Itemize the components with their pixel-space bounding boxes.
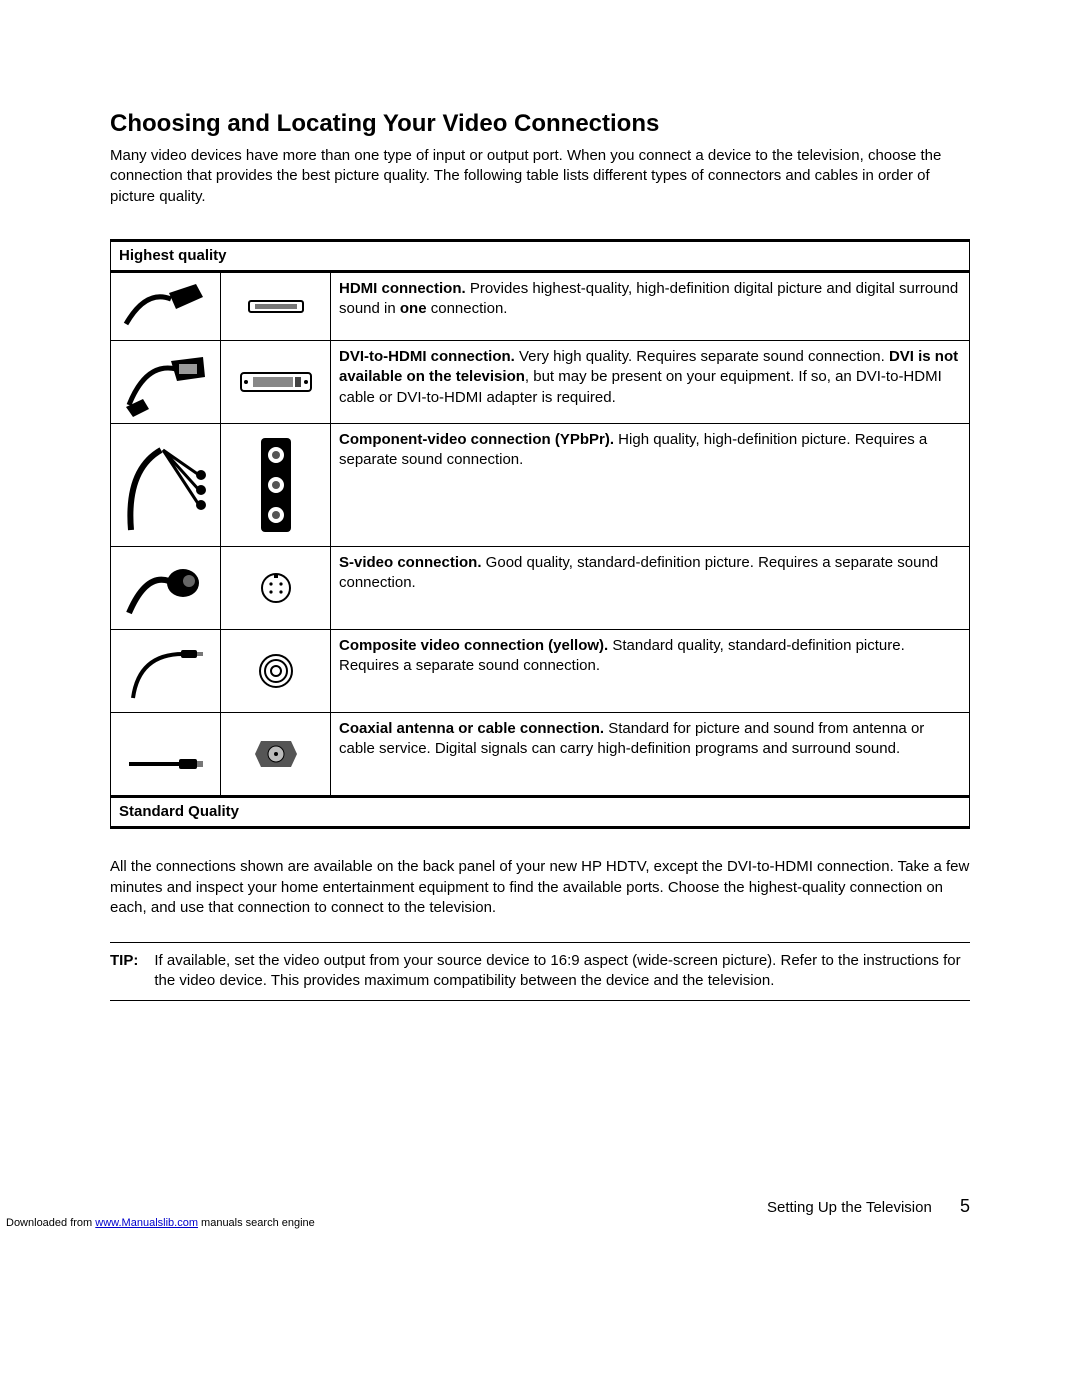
- download-prefix: Downloaded from: [6, 1217, 95, 1229]
- tip-text: If available, set the video output from …: [154, 951, 970, 992]
- table-row: DVI-to-HDMI connection. Very high qualit…: [111, 341, 970, 424]
- port-image-cell: [221, 547, 331, 630]
- composite-cable-icon: [121, 636, 211, 706]
- composite-port-icon: [231, 636, 321, 706]
- component-port-icon: [231, 430, 321, 540]
- port-image-cell: [221, 713, 331, 797]
- table-row: Composite video connection (yellow). Sta…: [111, 630, 970, 713]
- download-strip: Downloaded from www.Manualslib.com manua…: [6, 1217, 315, 1229]
- dvi-cable-icon: [121, 347, 211, 417]
- svideo-cable-icon: [121, 553, 211, 623]
- tip-box: TIP: If available, set the video output …: [110, 942, 970, 1001]
- hdmi-port-icon: [231, 279, 321, 334]
- cable-image-cell: [111, 341, 221, 424]
- download-link[interactable]: www.Manualslib.com: [95, 1217, 198, 1229]
- svideo-port-icon: [231, 553, 321, 623]
- connection-description: DVI-to-HDMI connection. Very high qualit…: [331, 341, 970, 424]
- desc-bold: Component-video connection (YPbPr).: [339, 431, 614, 448]
- document-page: Choosing and Locating Your Video Connect…: [0, 0, 1080, 1397]
- table-bottom-caption-row: Standard Quality: [111, 797, 970, 828]
- component-cable-icon: [121, 430, 211, 540]
- after-paragraph: All the connections shown are available …: [110, 857, 970, 918]
- download-suffix: manuals search engine: [198, 1217, 315, 1229]
- hdmi-cable-icon: [121, 279, 211, 334]
- cable-image-cell: [111, 713, 221, 797]
- desc-bold: Coaxial antenna or cable connection.: [339, 720, 604, 737]
- table-row: Component-video connection (YPbPr). High…: [111, 424, 970, 547]
- desc-bold2: one: [400, 300, 427, 317]
- table-row: S-video connection. Good quality, standa…: [111, 547, 970, 630]
- desc-text: Very high quality. Requires separate sou…: [515, 348, 889, 365]
- desc-text2: connection.: [427, 300, 508, 317]
- tip-label: TIP:: [110, 951, 138, 992]
- port-image-cell: [221, 424, 331, 547]
- connection-description: HDMI connection. Provides highest-qualit…: [331, 272, 970, 341]
- desc-bold: DVI-to-HDMI connection.: [339, 348, 515, 365]
- table-top-caption-row: Highest quality: [111, 240, 970, 271]
- connection-description: Coaxial antenna or cable connection. Sta…: [331, 713, 970, 797]
- coaxial-cable-icon: [121, 719, 211, 789]
- desc-bold: Composite video connection (yellow).: [339, 637, 608, 654]
- cable-image-cell: [111, 547, 221, 630]
- connections-table: Highest quality HDMI connection. Provide…: [110, 239, 970, 830]
- desc-bold: HDMI connection.: [339, 280, 466, 297]
- page-title: Choosing and Locating Your Video Connect…: [110, 110, 970, 138]
- cable-image-cell: [111, 424, 221, 547]
- port-image-cell: [221, 272, 331, 341]
- table-row: Coaxial antenna or cable connection. Sta…: [111, 713, 970, 797]
- connection-description: Component-video connection (YPbPr). High…: [331, 424, 970, 547]
- cable-image-cell: [111, 630, 221, 713]
- desc-bold: S-video connection.: [339, 554, 482, 571]
- port-image-cell: [221, 630, 331, 713]
- connection-description: S-video connection. Good quality, standa…: [331, 547, 970, 630]
- footer-section: Setting Up the Television: [767, 1199, 932, 1216]
- port-image-cell: [221, 341, 331, 424]
- cable-image-cell: [111, 272, 221, 341]
- page-footer: Setting Up the Television 5: [767, 1196, 970, 1217]
- connection-description: Composite video connection (yellow). Sta…: [331, 630, 970, 713]
- table-row: HDMI connection. Provides highest-qualit…: [111, 272, 970, 341]
- footer-page-number: 5: [960, 1196, 970, 1216]
- table-bottom-caption: Standard Quality: [111, 797, 970, 828]
- coaxial-port-icon: [231, 719, 321, 789]
- dvi-port-icon: [231, 347, 321, 417]
- table-top-caption: Highest quality: [111, 240, 970, 271]
- intro-paragraph: Many video devices have more than one ty…: [110, 146, 970, 207]
